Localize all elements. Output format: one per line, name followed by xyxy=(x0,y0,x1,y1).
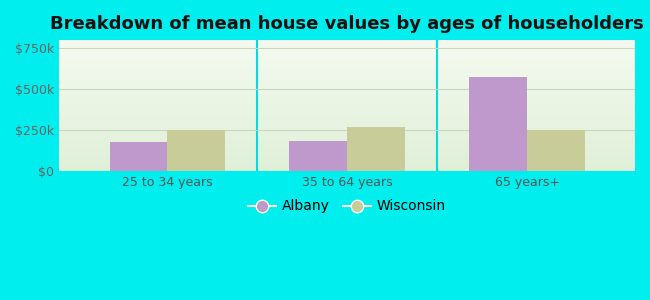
Bar xyxy=(167,130,225,171)
Bar xyxy=(347,127,405,171)
Bar xyxy=(109,142,167,171)
Title: Breakdown of mean house values by ages of householders: Breakdown of mean house values by ages o… xyxy=(50,15,644,33)
Bar xyxy=(289,142,347,171)
Bar xyxy=(469,77,527,171)
Legend: Albany, Wisconsin: Albany, Wisconsin xyxy=(242,194,451,219)
Bar xyxy=(527,130,584,171)
